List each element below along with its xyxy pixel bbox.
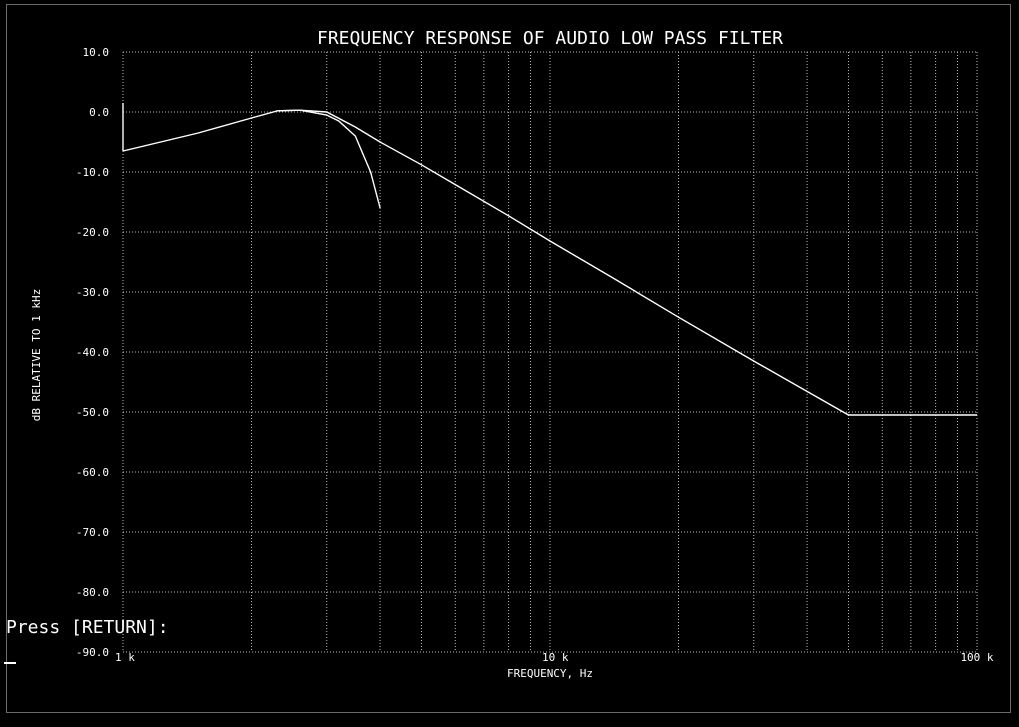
y-tick-label: -50.0 bbox=[76, 406, 109, 419]
y-tick-label: -40.0 bbox=[76, 346, 109, 359]
series-layer bbox=[122, 103, 977, 416]
y-tick-label: 0.0 bbox=[89, 106, 109, 119]
x-tick-label: 10 k bbox=[542, 651, 569, 664]
y-tick-label: -20.0 bbox=[76, 226, 109, 239]
tick-labels: 10.0 0.0 -10.0 -20.0 -30.0 -40.0 -50.0 -60.0 -70… bbox=[76, 46, 994, 664]
series-line bbox=[122, 109, 977, 416]
y-tick-label: -30.0 bbox=[76, 286, 109, 299]
y-tick-label: -10.0 bbox=[76, 166, 109, 179]
x-tick-label: 1 k bbox=[115, 651, 135, 664]
x-tick-label: 100 k bbox=[960, 651, 993, 664]
x-axis-label: FREQUENCY, Hz bbox=[507, 667, 593, 680]
chart-title: FREQUENCY RESPONSE OF AUDIO LOW PASS FIL… bbox=[317, 28, 783, 49]
y-tick-label: -70.0 bbox=[76, 526, 109, 539]
y-tick-label: -90.0 bbox=[76, 646, 109, 659]
y-tick-label: -80.0 bbox=[76, 586, 109, 599]
y-axis-label: dB RELATIVE TO 1 kHz bbox=[30, 289, 43, 421]
text-cursor[interactable] bbox=[4, 662, 16, 664]
y-tick-label: -60.0 bbox=[76, 466, 109, 479]
return-prompt: Press [RETURN]: bbox=[6, 617, 169, 638]
y-tick-label: 10.0 bbox=[83, 46, 110, 59]
grid-lines bbox=[122, 51, 978, 653]
series-line bbox=[277, 109, 381, 209]
